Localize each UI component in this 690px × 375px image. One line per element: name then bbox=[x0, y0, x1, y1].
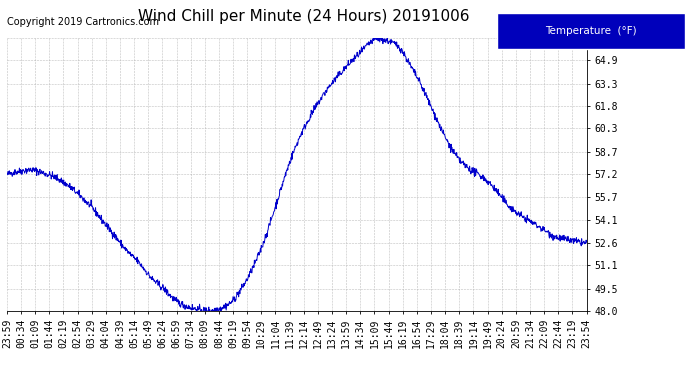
Text: Temperature  (°F): Temperature (°F) bbox=[546, 26, 637, 36]
Text: Copyright 2019 Cartronics.com: Copyright 2019 Cartronics.com bbox=[7, 17, 159, 27]
Text: Wind Chill per Minute (24 Hours) 20191006: Wind Chill per Minute (24 Hours) 2019100… bbox=[138, 9, 469, 24]
